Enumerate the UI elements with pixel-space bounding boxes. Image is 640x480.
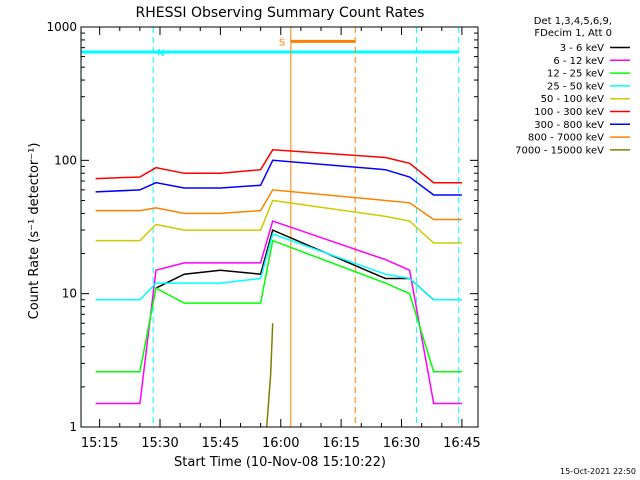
x-tick-label: 16:30 bbox=[383, 436, 420, 451]
x-tick-label: 15:45 bbox=[202, 436, 239, 451]
footer-date: 15-Oct-2021 22:50 bbox=[560, 467, 636, 476]
legend-entry-label: 3 - 6 keV bbox=[560, 43, 604, 54]
legend-entry-label: 100 - 300 keV bbox=[534, 107, 604, 118]
series-line bbox=[95, 159, 462, 196]
legend-header: FDecim 1, Att 0 bbox=[534, 28, 612, 39]
legend-entry-label: 800 - 7000 keV bbox=[528, 133, 604, 144]
axes: 1 10 100 1000 15:15 15:30 15:45 16:00 16:15 16:30… bbox=[46, 20, 480, 451]
legend-entry-label: 50 - 100 keV bbox=[541, 94, 605, 105]
y-tick-label: 100 bbox=[54, 153, 77, 167]
night-flag-label: N bbox=[157, 48, 164, 59]
y-tick-label: 10 bbox=[62, 287, 77, 301]
legend: Det 1,3,4,5,6,9,FDecim 1, Att 0 3 - 6 keV… bbox=[515, 16, 630, 156]
series-line bbox=[95, 239, 462, 373]
x-tick-label: 16:15 bbox=[322, 436, 359, 451]
x-tick-label: 16:00 bbox=[262, 436, 299, 451]
series-line bbox=[95, 233, 462, 301]
legend-entry-label: 300 - 800 keV bbox=[534, 120, 604, 131]
series-line bbox=[95, 189, 462, 221]
series-line bbox=[95, 149, 462, 184]
x-tick-label: 15:30 bbox=[141, 436, 178, 451]
legend-entry-label: 12 - 25 keV bbox=[547, 69, 604, 80]
plot-frame bbox=[80, 26, 479, 428]
legend-header: Det 1,3,4,5,6,9, bbox=[534, 16, 612, 27]
series-line bbox=[265, 323, 274, 428]
x-tick-label: 15:15 bbox=[81, 436, 118, 451]
y-tick-label: 1000 bbox=[46, 20, 77, 34]
chart-title: RHESSI Observing Summary Count Rates bbox=[136, 5, 425, 21]
legend-entry-label: 6 - 12 keV bbox=[553, 56, 604, 67]
legend-entry-label: 7000 - 15000 keV bbox=[515, 145, 604, 156]
x-tick-label: 16:45 bbox=[443, 436, 480, 451]
y-axis-label: Count Rate (s⁻¹ detector⁻¹) bbox=[27, 143, 42, 320]
saa-flag-label: S bbox=[279, 37, 285, 48]
y-tick-label: 1 bbox=[69, 420, 77, 434]
series-line bbox=[95, 199, 462, 244]
series-lines bbox=[95, 149, 462, 428]
legend-entry-label: 25 - 50 keV bbox=[547, 81, 604, 92]
x-axis-label: Start Time (10-Nov-08 15:10:22) bbox=[174, 455, 386, 470]
